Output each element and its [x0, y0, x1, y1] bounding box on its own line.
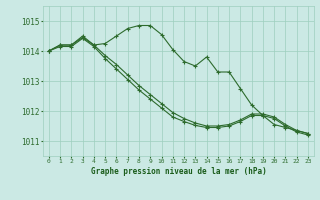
X-axis label: Graphe pression niveau de la mer (hPa): Graphe pression niveau de la mer (hPa) — [91, 167, 266, 176]
